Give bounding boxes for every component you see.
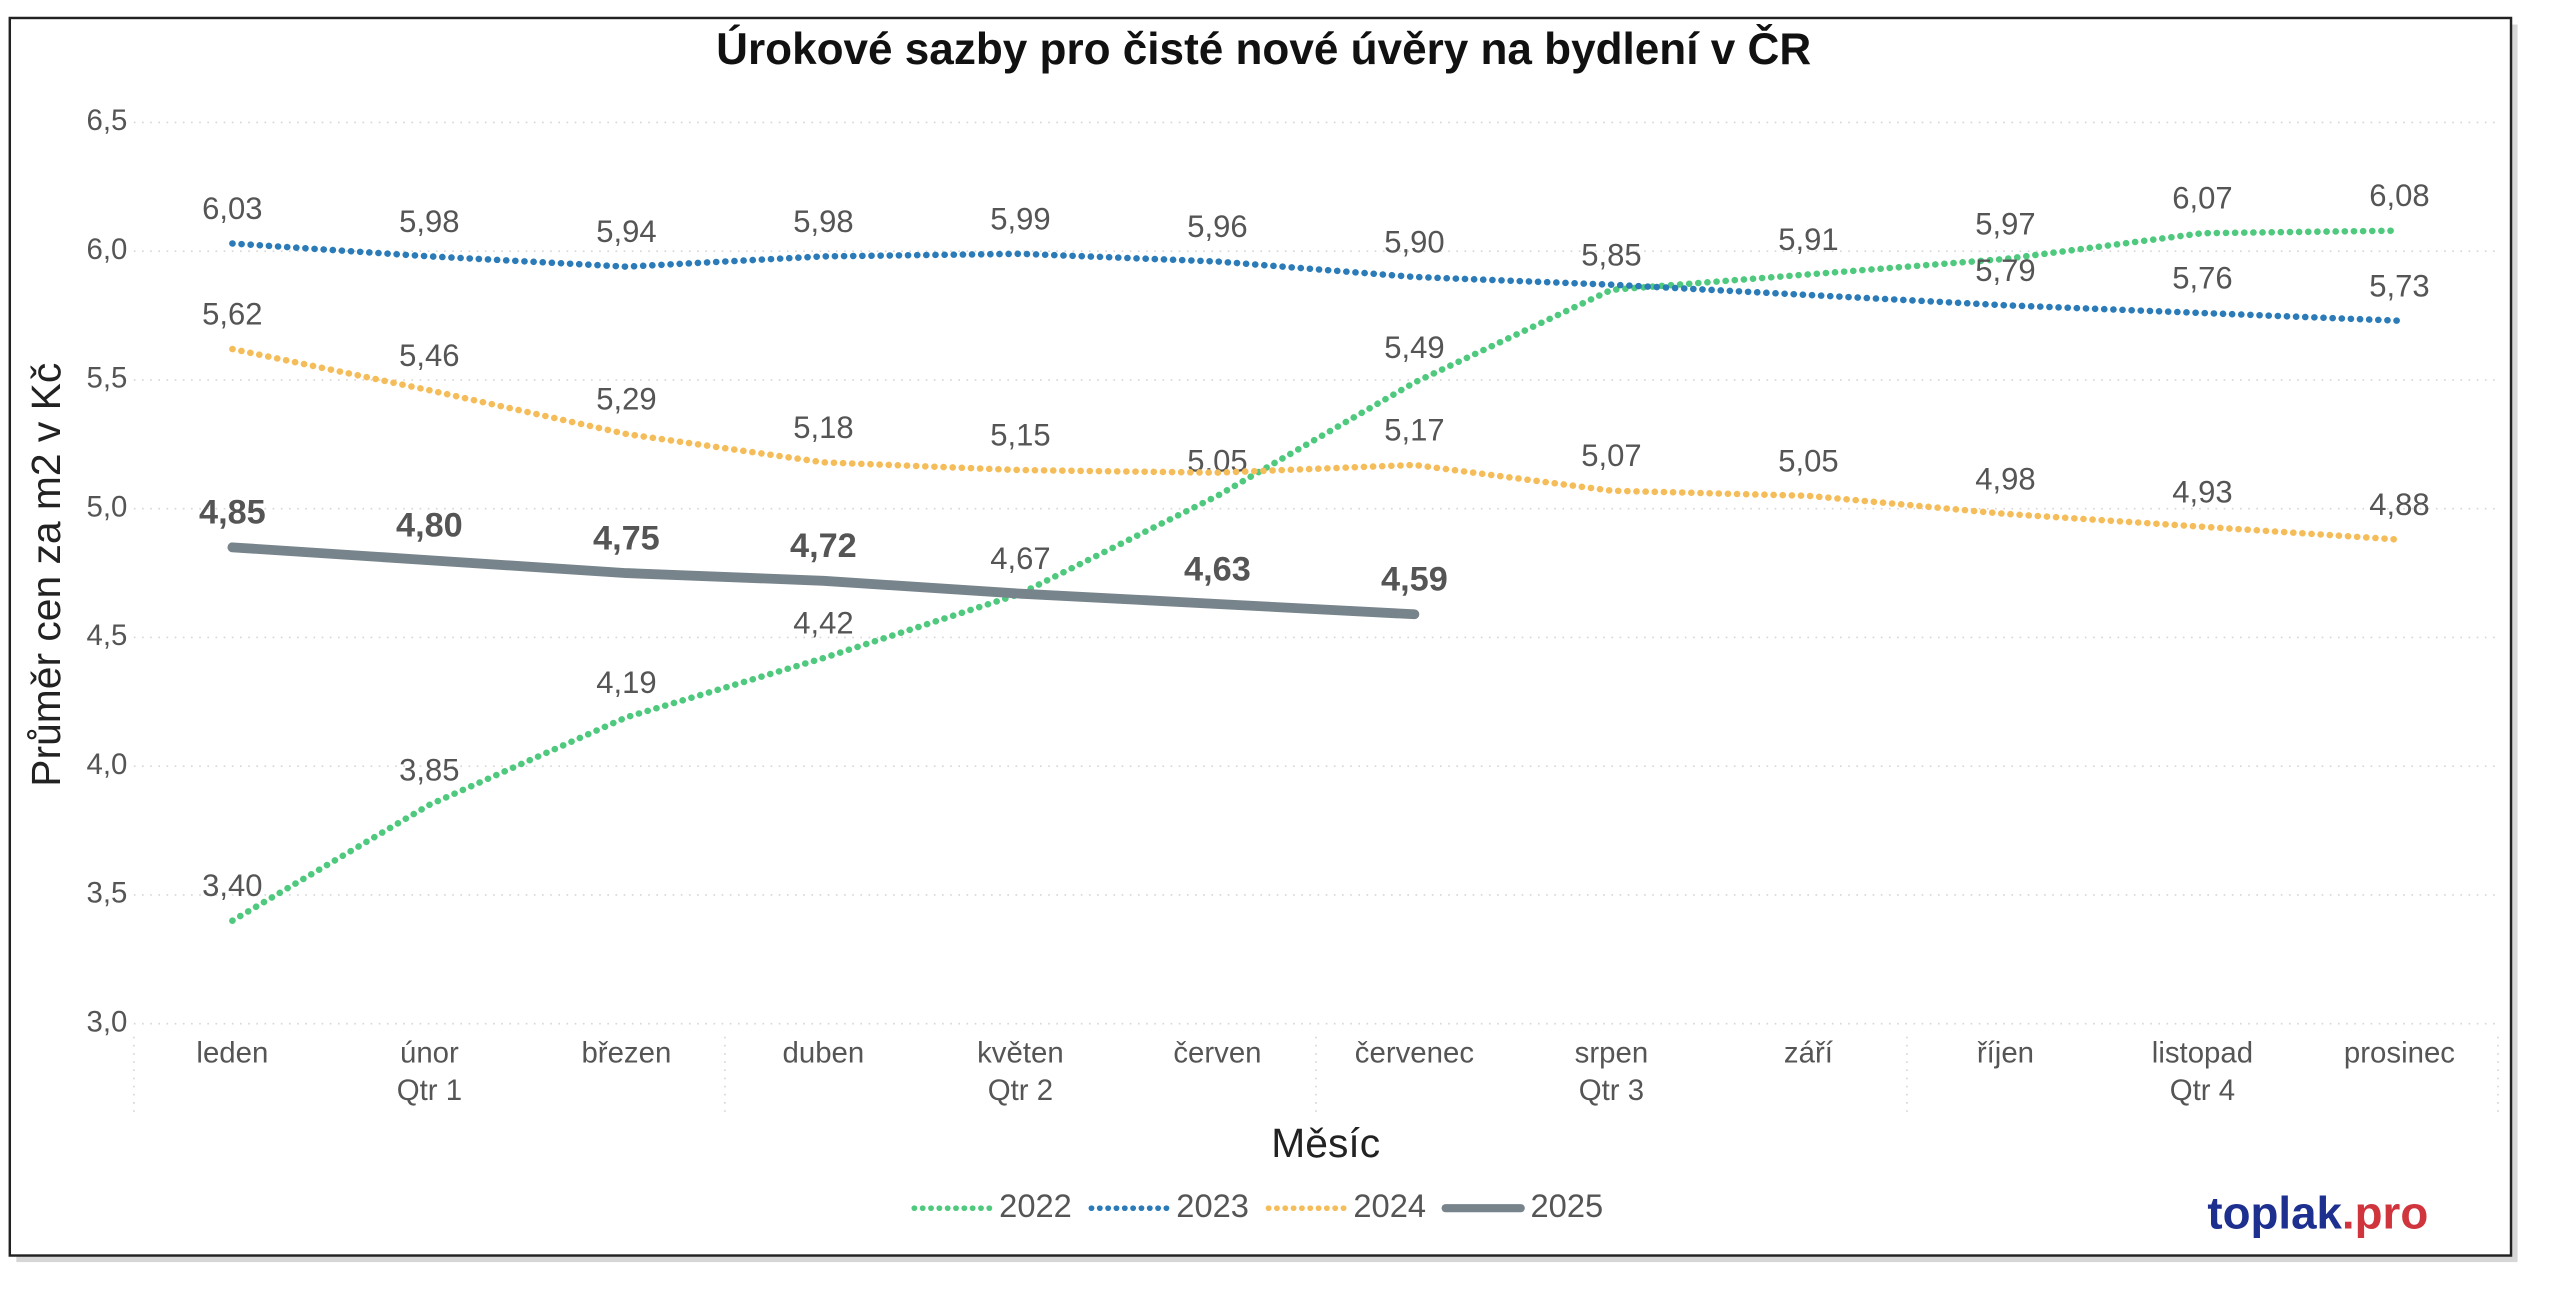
value-label: 5,97	[1975, 206, 2035, 241]
y-tick-label: 6,0	[87, 233, 128, 266]
value-label: 4,19	[596, 665, 656, 700]
x-tick-label: srpen	[1575, 1036, 1648, 1069]
x-tick-label: květen	[977, 1036, 1064, 1069]
value-label: 4,85	[199, 494, 266, 532]
value-label: 5,15	[990, 418, 1050, 453]
x-tick-label: říjen	[1977, 1036, 2034, 1069]
x-tick-label: září	[1784, 1036, 1834, 1069]
series-line	[229, 227, 2403, 924]
value-label: 5,91	[1778, 222, 1838, 257]
x-tick-label: červenec	[1355, 1036, 1474, 1069]
y-tick-label: 4,5	[87, 619, 128, 652]
y-tick-label: 5,0	[87, 490, 128, 523]
value-label: 5,94	[596, 214, 656, 249]
y-tick-label: 3,5	[87, 877, 128, 910]
logo: toplak.pro	[2207, 1187, 2428, 1238]
value-label: 6,03	[202, 191, 262, 226]
y-tick-label: 5,5	[87, 362, 128, 395]
chart-title: Úrokové sazby pro čisté nové úvěry na by…	[716, 23, 1811, 74]
value-label: 4,63	[1184, 550, 1251, 588]
value-label: 5,07	[1581, 438, 1641, 473]
value-label: 5,29	[596, 382, 656, 417]
value-label: 5,05	[1778, 443, 1838, 478]
value-label: 5,17	[1384, 412, 1444, 447]
value-label: 4,80	[396, 507, 463, 545]
y-tick-label: 3,0	[87, 1005, 128, 1038]
legend-label: 2022	[999, 1187, 1072, 1224]
value-label: 5,18	[793, 410, 853, 445]
value-label: 4,59	[1381, 561, 1448, 599]
value-label: 5,90	[1384, 224, 1444, 259]
x-tick-label: březen	[581, 1036, 671, 1069]
y-axis-title: Průměr cen za m2 v Kč	[23, 363, 69, 787]
legend-label: 2023	[1176, 1187, 1249, 1224]
y-tick-label: 6,5	[87, 104, 128, 137]
value-label: 4,67	[990, 541, 1050, 576]
series-line	[229, 345, 2403, 543]
value-label: 5,98	[399, 204, 459, 239]
value-label: 5,98	[793, 204, 853, 239]
value-label: 4,75	[593, 519, 660, 557]
value-label: 5,76	[2172, 261, 2232, 296]
x-tick-label: listopad	[2152, 1036, 2253, 1069]
value-label: 4,88	[2369, 487, 2429, 522]
quarter-label: Qtr 4	[2170, 1074, 2235, 1107]
value-label: 5,99	[990, 201, 1050, 236]
logo-main: toplak	[2207, 1187, 2342, 1238]
value-label: 5,73	[2369, 268, 2429, 303]
value-label: 6,08	[2369, 178, 2429, 213]
quarter-label: Qtr 1	[397, 1074, 462, 1107]
series-line	[227, 542, 1420, 620]
legend-label: 2025	[1531, 1187, 1604, 1224]
series-line	[229, 240, 2403, 325]
y-tick-label: 4,0	[87, 748, 128, 781]
value-label: 3,85	[399, 752, 459, 787]
x-tick-label: prosinec	[2344, 1036, 2455, 1069]
value-label: 5,96	[1187, 209, 1247, 244]
value-label: 5,62	[202, 297, 262, 332]
quarter-label: Qtr 3	[1579, 1074, 1644, 1107]
value-label: 6,07	[2172, 181, 2232, 216]
x-tick-label: únor	[400, 1036, 459, 1069]
x-tick-label: červen	[1173, 1036, 1261, 1069]
value-label: 5,46	[399, 338, 459, 373]
value-label: 4,42	[793, 606, 853, 641]
x-tick-label: duben	[783, 1036, 865, 1069]
legend-label: 2024	[1353, 1187, 1426, 1224]
value-label: 4,72	[790, 527, 857, 565]
value-label: 4,98	[1975, 461, 2035, 496]
value-label: 4,93	[2172, 474, 2232, 509]
quarter-label: Qtr 2	[988, 1074, 1053, 1107]
value-label: 5,49	[1384, 330, 1444, 365]
x-tick-label: leden	[196, 1036, 268, 1069]
x-axis-title: Měsíc	[1271, 1120, 1380, 1166]
value-label: 5,79	[1975, 253, 2035, 288]
value-label: 3,40	[202, 868, 262, 903]
logo-suffix: .pro	[2342, 1187, 2428, 1238]
value-label: 5,85	[1581, 237, 1641, 272]
